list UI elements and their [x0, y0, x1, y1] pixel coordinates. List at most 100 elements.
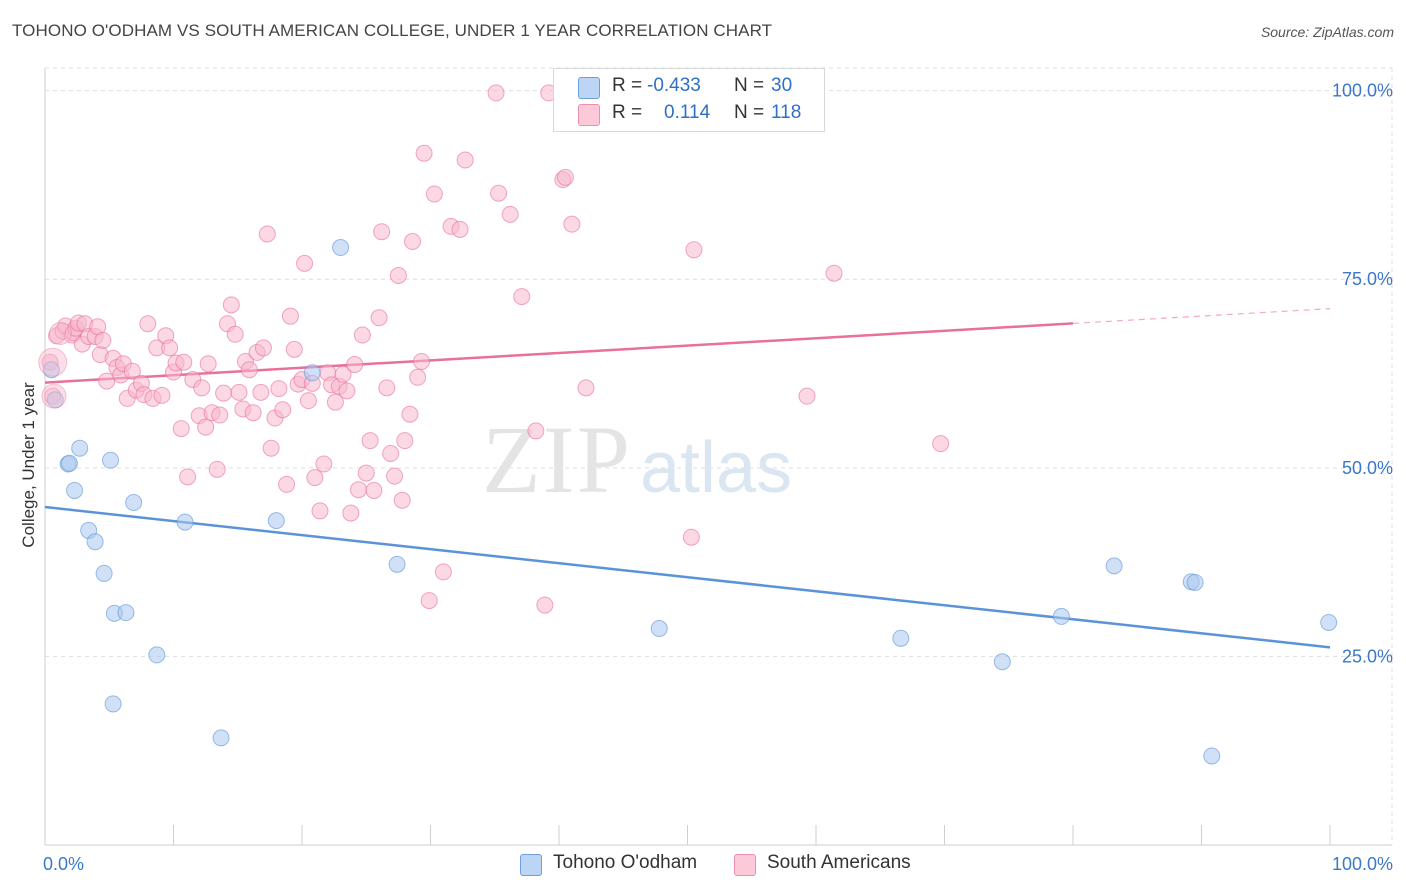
legend-n-label: N = [734, 75, 765, 96]
data-point [434, 563, 452, 581]
data-point [299, 392, 317, 410]
data-point [262, 439, 280, 457]
data-point [94, 331, 112, 349]
data-point [123, 362, 141, 380]
y-tick-label: 100.0% [1332, 81, 1393, 101]
data-point [267, 512, 285, 530]
data-point [332, 239, 350, 257]
data-point [38, 347, 68, 377]
data-point [42, 361, 60, 379]
data-point [993, 653, 1011, 671]
data-point [490, 184, 508, 202]
legend-n-label: N = [734, 102, 765, 123]
data-point [199, 355, 217, 373]
data-point [334, 365, 352, 383]
data-point [650, 619, 668, 637]
data-point [798, 387, 816, 405]
data-point [382, 444, 400, 462]
data-point [226, 325, 244, 343]
data-point [1320, 613, 1338, 631]
data-point [270, 380, 288, 398]
data-point [48, 322, 72, 346]
data-point [60, 454, 78, 472]
data-point [244, 404, 262, 422]
data-point [125, 494, 143, 512]
data-point [536, 596, 554, 614]
legend-r-label: R = [612, 75, 643, 96]
y-axis-label: College, Under 1 year [19, 382, 38, 548]
data-point [175, 353, 193, 371]
data-point [208, 460, 226, 478]
data-point [258, 225, 276, 243]
trend-lines [44, 308, 1331, 649]
y-tick-label: 25.0% [1342, 646, 1393, 666]
data-point [104, 695, 122, 713]
data-point [1052, 607, 1070, 625]
data-point [212, 729, 230, 747]
legend-r-label: R = [612, 102, 643, 123]
series-swatch-tohono [520, 854, 542, 876]
data-point [296, 254, 314, 272]
data-point [240, 361, 258, 379]
data-point [98, 372, 116, 390]
trend-line-extension [1072, 308, 1331, 325]
data-point [393, 491, 411, 509]
data-point [577, 379, 595, 397]
data-point [46, 391, 64, 409]
series-label-south-americans: South Americans [767, 852, 911, 873]
data-point [389, 266, 407, 284]
data-point [117, 604, 135, 622]
series-label-tohono: Tohono O'odham [553, 852, 698, 873]
trend-line [44, 505, 1331, 649]
x-tick-label: 0.0% [43, 854, 84, 874]
data-point [41, 383, 67, 409]
data-point [86, 533, 104, 551]
data-point [222, 296, 240, 314]
data-point [682, 528, 700, 546]
data-point [350, 481, 368, 499]
data-point [285, 340, 303, 358]
data-point [556, 168, 574, 186]
data-point [396, 432, 414, 450]
data-point [413, 352, 431, 370]
data-point [353, 326, 371, 344]
data-point [303, 364, 321, 382]
watermark-zip: ZIP [482, 406, 632, 513]
legend-n-value: 118 [771, 102, 802, 123]
legend-n-value: 30 [771, 75, 793, 96]
data-point [451, 220, 469, 238]
data-point [401, 405, 419, 423]
data-point [415, 144, 433, 162]
y-tick-label: 75.0% [1342, 269, 1393, 289]
y-tick-label: 50.0% [1342, 458, 1393, 478]
watermark: ZIP atlas [482, 406, 792, 513]
data-point [346, 355, 364, 373]
data-point [278, 475, 296, 493]
data-point [685, 241, 703, 259]
data-point [326, 393, 344, 411]
chart-title: TOHONO O'ODHAM VS SOUTH AMERICAN COLLEGE… [12, 21, 773, 40]
data-point [338, 382, 356, 400]
data-point [420, 592, 438, 610]
data-point [342, 504, 360, 522]
data-points [38, 84, 1338, 765]
tick-labels: 25.0% 50.0% 75.0% 100.0% 0.0% 100.0% [43, 81, 1393, 874]
data-point [161, 339, 179, 357]
data-point [148, 646, 166, 664]
data-point [527, 422, 545, 440]
trend-line [44, 322, 1074, 384]
data-point [378, 379, 396, 397]
data-point [311, 502, 329, 520]
legend-swatch-south-americans [578, 104, 600, 126]
data-point [1203, 747, 1221, 765]
series-swatch-south-americans [734, 854, 756, 876]
data-point [501, 205, 519, 223]
data-point [306, 469, 324, 487]
data-point [1186, 573, 1204, 591]
data-point [274, 401, 292, 419]
data-point [487, 84, 505, 102]
data-point [513, 288, 531, 306]
data-point [102, 451, 120, 469]
data-point [373, 223, 391, 241]
